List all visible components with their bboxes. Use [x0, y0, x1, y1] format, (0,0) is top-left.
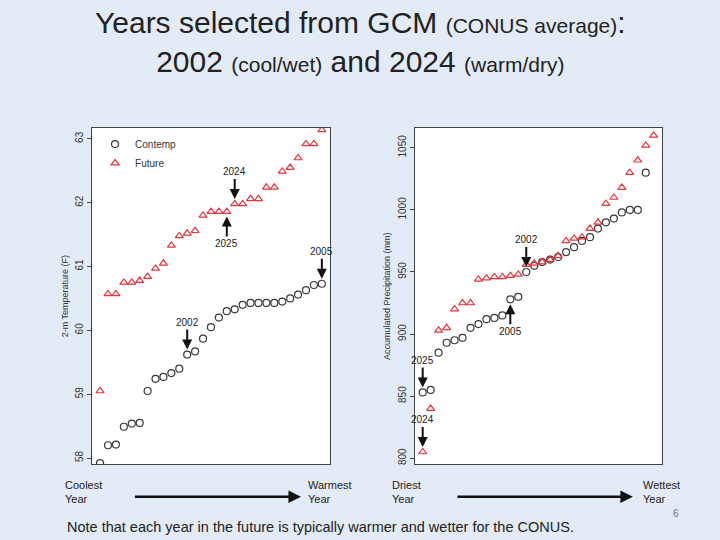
svg-text:2002: 2002	[515, 234, 538, 245]
svg-text:58: 58	[74, 451, 85, 463]
svg-text:1000: 1000	[397, 197, 408, 220]
svg-text:60: 60	[74, 323, 85, 335]
svg-text:CoolestYear: CoolestYear	[65, 479, 102, 505]
svg-text:Years selected from GCM (CONUS: Years selected from GCM (CONUS average):…	[95, 6, 626, 78]
svg-text:800: 800	[397, 448, 408, 465]
svg-text:2025: 2025	[411, 355, 434, 366]
svg-text:Accumulated Precipitation (mm): Accumulated Precipitation (mm)	[382, 232, 392, 360]
svg-text:DriestYear: DriestYear	[392, 479, 421, 505]
svg-text:Contemp: Contemp	[135, 139, 176, 150]
svg-text:61: 61	[74, 259, 85, 271]
svg-text:2005: 2005	[499, 326, 522, 337]
svg-text:2-m Temperature (F): 2-m Temperature (F)	[60, 255, 70, 337]
svg-text:2025: 2025	[215, 238, 238, 249]
svg-text:62: 62	[74, 195, 85, 207]
svg-text:2024: 2024	[411, 414, 434, 425]
svg-text:2002: 2002	[176, 317, 199, 328]
svg-text:900: 900	[397, 324, 408, 341]
svg-text:59: 59	[74, 387, 85, 399]
svg-text:6: 6	[673, 508, 679, 519]
svg-text:2005: 2005	[310, 246, 333, 257]
svg-text:Note that each year in the fut: Note that each year in the future is typ…	[67, 519, 574, 535]
svg-text:2024: 2024	[223, 166, 246, 177]
svg-text:WarmestYear: WarmestYear	[308, 479, 352, 505]
svg-text:63: 63	[74, 131, 85, 143]
svg-text:WettestYear: WettestYear	[643, 479, 680, 505]
svg-text:950: 950	[397, 262, 408, 279]
svg-text:1050: 1050	[397, 135, 408, 158]
svg-text:850: 850	[397, 386, 408, 403]
svg-text:Future: Future	[135, 158, 164, 169]
